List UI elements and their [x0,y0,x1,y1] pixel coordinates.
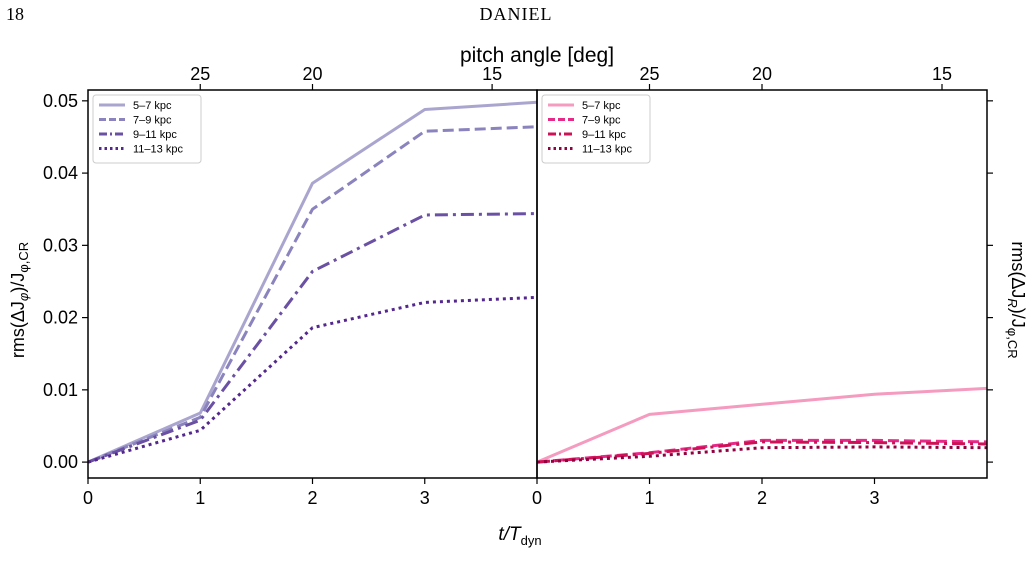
left-ytick-label-4: 0.04 [43,163,78,183]
left-xtick-label-2: 2 [307,488,317,508]
right-ylabel-sub1: R [1005,298,1020,307]
left-ylabel-sub1: φ [16,292,31,301]
left-ytick-label-3: 0.03 [43,235,78,255]
right-ylabel-sub2: φ,CR [1005,328,1020,359]
left-ytick-label-1: 0.01 [43,380,78,400]
right-top-tick-label-2: 15 [932,64,952,84]
left-legend-label-1: 7–9 kpc [133,115,172,127]
right-xtick-label-3: 3 [869,488,879,508]
running-head: DANIEL [479,4,553,24]
right-legend-label-1: 7–9 kpc [582,115,621,127]
left-top-tick-label-0: 25 [190,64,210,84]
left-ylabel-main: rms(ΔJ [8,301,28,358]
left-xtick-label-0: 0 [83,488,93,508]
left-ytick-label-0: 0.00 [43,452,78,472]
x-axis-label-main: t/T [498,524,522,545]
left-xtick-label-1: 1 [195,488,205,508]
right-legend-label-2: 9–11 kpc [582,129,626,141]
right-series-line-2 [536,440,988,464]
right-ylabel-mid: )/J [1008,308,1028,328]
right-top-tick-label-0: 25 [639,64,659,84]
right-y-axis-label: rms(ΔJR)/Jφ,CR [1005,241,1028,358]
chart-panel-left: 0 1 2 3 25 20 15 0.00 0.01 0.02 0.03 0.04 0.05 5–7 kp… [43,64,538,508]
chart-panel-right: 0 1 2 3 25 20 15 5–7 kpc 7–9 kpc 9–11 kpc 11–13 kp… [532,64,993,508]
right-xtick-label-0: 0 [532,488,542,508]
right-legend-label-3: 11–13 kpc [582,144,632,156]
left-ylabel-mid: )/J [8,273,28,293]
right-xtick-label-1: 1 [644,488,654,508]
left-series-line-2 [87,212,538,464]
left-ylabel-sub2: φ,CR [16,242,31,273]
left-ytick-label-2: 0.02 [43,308,78,328]
page-number: 18 [6,4,24,24]
left-legend-box [92,94,202,164]
x-axis-label-sub: dyn [521,533,542,548]
left-ytick-label-5: 0.05 [43,91,78,111]
right-top-tick-label-1: 20 [752,64,772,84]
left-series-line-1 [87,125,538,464]
right-series-line-3 [536,445,988,464]
left-y-axis-label: rms(ΔJφ)/Jφ,CR [8,242,31,358]
right-series-line-1 [536,438,988,464]
right-ylabel-main: rms(ΔJ [1008,241,1028,298]
left-series-line-0 [87,100,538,464]
left-xtick-label-3: 3 [420,488,430,508]
right-legend-label-0: 5–7 kpc [582,100,621,112]
right-xtick-label-2: 2 [757,488,767,508]
left-top-tick-label-2: 15 [482,64,502,84]
top-axis-label: pitch angle [deg] [460,44,614,67]
left-legend-label-2: 9–11 kpc [133,129,177,141]
left-legend-label-0: 5–7 kpc [133,100,172,112]
x-axis-label: t/Tdyn [498,524,541,548]
right-legend-box [541,94,651,164]
right-series-line-0 [536,386,988,464]
left-series-line-3 [87,295,538,464]
left-legend-label-3: 11–13 kpc [133,144,183,156]
left-top-tick-label-1: 20 [302,64,322,84]
